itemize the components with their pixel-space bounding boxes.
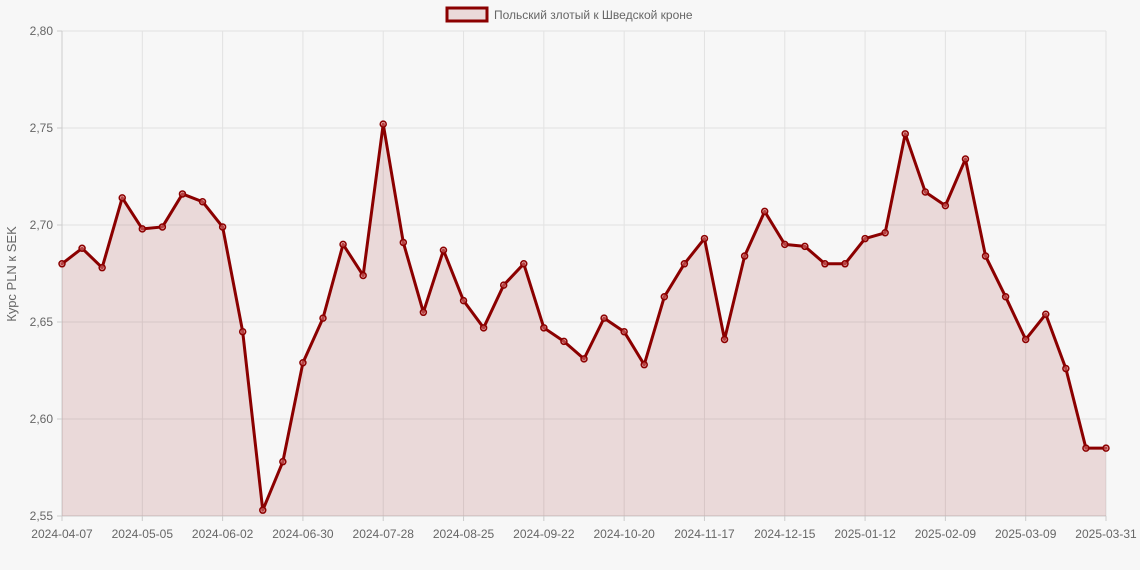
data-point[interactable]	[841, 260, 849, 268]
data-point[interactable]	[399, 238, 408, 247]
data-point[interactable]	[198, 197, 207, 206]
data-point[interactable]	[259, 506, 267, 514]
y-tick-label: 2,75	[30, 121, 54, 135]
data-point[interactable]	[359, 271, 367, 280]
data-point[interactable]	[339, 240, 347, 249]
data-point[interactable]	[98, 263, 106, 272]
data-point[interactable]	[299, 358, 307, 367]
data-point[interactable]	[499, 281, 508, 289]
data-point[interactable]	[821, 260, 829, 268]
data-point[interactable]	[1001, 293, 1010, 301]
data-point[interactable]	[1082, 444, 1090, 452]
data-points	[58, 120, 1110, 514]
x-tick-label: 2024-04-07	[31, 527, 93, 541]
x-tick-label: 2024-12-15	[754, 527, 816, 541]
data-point[interactable]	[238, 327, 247, 336]
data-point[interactable]	[801, 242, 809, 251]
legend-swatch[interactable]	[445, 6, 489, 23]
x-tick-label: 2024-07-28	[353, 527, 415, 541]
data-point[interactable]	[620, 327, 628, 336]
data-point[interactable]	[560, 337, 568, 346]
data-point[interactable]	[439, 246, 448, 254]
data-point[interactable]	[781, 240, 789, 249]
data-point[interactable]	[660, 293, 669, 301]
x-tick-label: 2024-06-30	[272, 527, 334, 541]
x-tick-label: 2025-03-31	[1075, 527, 1137, 541]
data-point[interactable]	[379, 120, 387, 128]
x-tick-label: 2025-02-09	[915, 527, 977, 541]
data-point[interactable]	[279, 457, 287, 466]
data-point[interactable]	[319, 314, 327, 322]
data-point[interactable]	[740, 252, 749, 260]
x-tick-label: 2024-10-20	[593, 527, 655, 541]
y-tick-label: 2,65	[30, 315, 54, 329]
data-point[interactable]	[1021, 335, 1030, 344]
legend[interactable]: Польский злотый к Шведской кроне	[445, 6, 693, 23]
y-tick-label: 2,55	[30, 509, 54, 523]
data-point[interactable]	[981, 252, 990, 260]
x-tick-label: 2024-09-22	[513, 527, 575, 541]
y-tick-label: 2,60	[30, 412, 54, 426]
data-point[interactable]	[700, 234, 709, 243]
area-fill	[62, 124, 1106, 517]
data-point[interactable]	[1062, 364, 1070, 373]
data-point[interactable]	[921, 188, 930, 196]
data-point[interactable]	[540, 324, 548, 332]
data-point[interactable]	[720, 335, 729, 344]
axes	[57, 30, 1107, 521]
x-tick-label: 2024-06-02	[192, 527, 254, 541]
data-point[interactable]	[861, 234, 869, 243]
data-point[interactable]	[479, 324, 488, 332]
x-tick-label: 2025-03-09	[995, 527, 1057, 541]
x-tick-label: 2024-11-17	[674, 527, 735, 541]
data-point[interactable]	[640, 360, 648, 369]
data-point[interactable]	[600, 314, 608, 322]
data-point[interactable]	[1102, 444, 1110, 452]
data-point[interactable]	[218, 223, 227, 231]
data-point[interactable]	[901, 130, 909, 138]
tick-labels: 2,80 2,75 2,70 2,65 2,60 2,55 2024-04-07 2024-0…	[30, 24, 1137, 541]
data-point[interactable]	[178, 190, 187, 198]
y-tick-label: 2,70	[30, 218, 54, 232]
x-tick-label: 2025-01-12	[834, 527, 896, 541]
data-point[interactable]	[680, 260, 689, 268]
legend-label[interactable]: Польский злотый к Шведской кроне	[494, 8, 693, 22]
data-point[interactable]	[419, 308, 428, 317]
y-tick-label: 2,80	[30, 24, 54, 38]
data-point[interactable]	[760, 207, 769, 216]
y-axis-label: Курс PLN к SEK	[4, 226, 19, 322]
data-point[interactable]	[58, 260, 66, 268]
series-area	[62, 124, 1106, 517]
data-point[interactable]	[520, 260, 528, 268]
x-tick-label: 2024-05-05	[112, 527, 174, 541]
x-tick-label: 2024-08-25	[433, 527, 495, 541]
data-point[interactable]	[118, 194, 126, 202]
data-point[interactable]	[580, 355, 588, 363]
data-point[interactable]	[1042, 310, 1050, 318]
data-point[interactable]	[138, 225, 147, 233]
data-point[interactable]	[881, 229, 889, 237]
data-point[interactable]	[941, 201, 950, 210]
data-point[interactable]	[961, 155, 970, 163]
data-point[interactable]	[158, 223, 167, 231]
data-point[interactable]	[78, 244, 86, 253]
data-point[interactable]	[459, 296, 468, 305]
